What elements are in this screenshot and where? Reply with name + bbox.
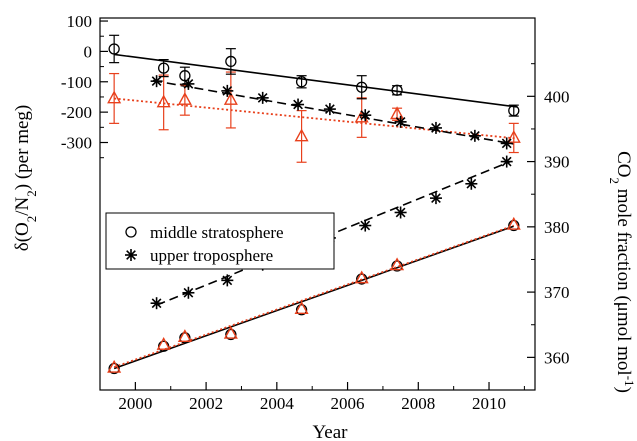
right-tick-label: 360 [544, 348, 570, 367]
legend: middle stratosphere upper troposphere [105, 212, 335, 270]
left-y-axis: 100 0 -100 -200 -300 [61, 12, 108, 159]
legend-box [105, 212, 335, 270]
right-tick-label: 370 [544, 283, 570, 302]
data-markers [107, 43, 521, 375]
o2n2-stratosphere-circle-point [508, 104, 520, 117]
o2n2-red-triangle-point [177, 92, 192, 105]
legend-star-glyph [125, 249, 137, 261]
co2-troposphere-star-point [500, 155, 513, 168]
x-tick-label: 2002 [189, 394, 223, 413]
plot-frame [99, 17, 536, 391]
co2-troposphere-star-point [429, 192, 442, 205]
legend-circle-icon [125, 226, 137, 238]
legend-label-troposphere: upper troposphere [150, 246, 273, 265]
co2-stratosphere-circle-point [108, 362, 120, 375]
o2n2-troposphere-star-point [500, 137, 513, 150]
co2-stratosphere-circle-point [356, 273, 368, 285]
co2-stratosphere-fit-line [113, 225, 515, 370]
x-tick-label: 2008 [401, 394, 435, 413]
o2n2-troposphere-star-point [429, 121, 442, 134]
co2-red-triangle-point [294, 301, 309, 314]
right-y-axis: 360 370 380 390 400 [527, 63, 570, 391]
legend-star-icon [125, 249, 137, 261]
o2n2-red-triangle-point [107, 90, 122, 104]
co2-red-triangle-point [223, 325, 238, 339]
o2n2-troposphere-star-point [256, 91, 269, 104]
left-y-axis-title: δ(O2/N2) (per meg) [12, 105, 39, 251]
co2-red-triangle-point [156, 337, 171, 350]
x-axis: 2000 2002 2004 2006 2008 2010 [99, 382, 525, 413]
co2-troposphere-star-point [150, 297, 163, 310]
o2n2-troposphere-star-point [468, 129, 481, 142]
right-tick-label: 400 [544, 87, 570, 106]
co2-stratosphere-circle-point [225, 328, 237, 341]
o2n2-troposphere-star-point [394, 115, 407, 128]
co2-red-triangle-point [354, 270, 369, 284]
o2n2-stratosphere-circle-point [356, 81, 368, 93]
left-tick-label: 100 [67, 12, 93, 31]
o2n2-red-triangle-point [506, 129, 521, 143]
fit-lines [113, 53, 518, 370]
x-tick-label: 2000 [118, 394, 152, 413]
o2n2-troposphere-star-point [323, 103, 336, 116]
x-tick-label: 2006 [331, 394, 365, 413]
left-tick-label: -300 [61, 134, 92, 153]
legend-label-stratosphere: middle stratosphere [150, 223, 284, 242]
o2n2-red-triangle-point [294, 128, 309, 142]
co2-red-triangle-point [177, 329, 192, 343]
left-tick-label: 0 [84, 42, 93, 61]
right-y-axis-title: CO2 mole fraction (μmol mol-1) [608, 151, 637, 393]
o2n2-red-triangle-point [156, 94, 171, 108]
o2n2-stratosphere-circle-point [158, 62, 170, 74]
o2n2-stratosphere-circle-point [295, 76, 308, 88]
o2n2-red-fit-line [114, 97, 518, 140]
o2n2-stratosphere-fit-line [114, 53, 518, 108]
x-tick-label: 2004 [260, 394, 295, 413]
o2n2-troposphere-star-point [182, 77, 195, 90]
co2-stratosphere-circle-point [508, 219, 520, 232]
co2-red-triangle-point [390, 257, 405, 271]
o2n2-troposphere-star-point [292, 98, 305, 111]
co2-stratosphere-circle-point [391, 260, 403, 272]
co2-red-triangle-point [107, 359, 122, 373]
co2-troposphere-star-point [394, 206, 407, 219]
co2-troposphere-star-point [465, 177, 478, 190]
o2n2-stratosphere-circle-point [108, 43, 120, 55]
co2-stratosphere-circle-point [295, 304, 308, 316]
o2n2-red-triangle-point [223, 92, 238, 105]
o2n2-troposphere-star-point [359, 109, 372, 122]
x-axis-title: Year [312, 422, 348, 441]
error-bars [109, 34, 519, 163]
o2n2-troposphere-star-point [150, 75, 163, 88]
co2-red-triangle-point [506, 216, 521, 230]
right-tick-label: 380 [544, 218, 570, 237]
co2-troposphere-star-point [359, 219, 372, 232]
left-tick-label: -200 [61, 103, 92, 122]
x-tick-label: 2010 [472, 394, 506, 413]
o2n2-stratosphere-circle-point [391, 84, 403, 96]
right-tick-label: 390 [544, 153, 570, 172]
o2n2-troposphere-star-point [221, 84, 234, 97]
co2-troposphere-star-point [182, 286, 195, 299]
left-tick-label: -100 [61, 73, 92, 92]
co2-troposphere-star-point [221, 274, 234, 287]
co2-red-fit-line [113, 224, 515, 369]
o2n2-stratosphere-circle-point [225, 55, 237, 68]
co2-stratosphere-circle-point [179, 332, 191, 344]
